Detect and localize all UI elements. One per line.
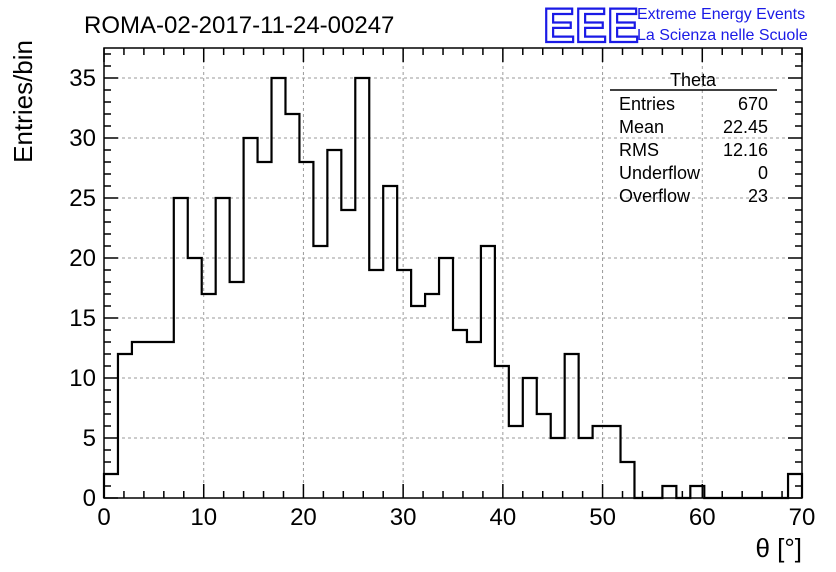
stats-label-overflow: Overflow	[619, 186, 691, 206]
histogram-bin	[146, 342, 160, 498]
histogram-bin	[439, 258, 453, 498]
x-tick-label: 50	[589, 504, 616, 531]
logo-line-1: Extreme Energy Events	[637, 6, 805, 23]
histogram-bin	[216, 198, 230, 498]
histogram-bin	[425, 294, 439, 498]
histogram-bin	[523, 378, 537, 498]
x-tick-label: 20	[290, 504, 317, 531]
histogram-bin	[285, 114, 299, 498]
histogram-bin	[160, 342, 174, 498]
histogram-bin	[607, 426, 621, 498]
stats-label-entries: Entries	[619, 94, 675, 114]
histogram-bin	[397, 270, 411, 498]
histogram-bin	[551, 438, 565, 498]
histogram-outline	[102, 76, 804, 500]
stats-label-underflow: Underflow	[619, 163, 701, 183]
x-tick-label: 70	[789, 504, 816, 531]
y-tick-label: 35	[69, 65, 96, 92]
histogram-bin	[341, 210, 355, 498]
histogram-bin	[467, 342, 481, 498]
y-axis-title: Entries/bin	[8, 40, 38, 163]
stats-value-overflow: 23	[748, 186, 768, 206]
eee-logo: EEE Extreme Energy Events La Scienza nel…	[542, 0, 808, 54]
histogram-bin	[118, 354, 132, 498]
histogram-bin	[509, 426, 523, 498]
chart-title: ROMA-02-2017-11-24-00247	[84, 12, 394, 39]
stats-title: Theta	[670, 70, 717, 90]
logo-big-text: EEE	[543, 0, 639, 53]
y-tick-label: 20	[69, 245, 96, 272]
histogram-bin	[662, 486, 676, 498]
histogram-bin	[565, 354, 579, 498]
histogram-bin	[481, 246, 495, 498]
x-axis-title: θ [°]	[755, 533, 802, 563]
y-tick-label: 15	[69, 305, 96, 332]
x-tick-label: 30	[390, 504, 417, 531]
histogram-bin	[579, 438, 593, 498]
x-tick-label: 60	[689, 504, 716, 531]
x-tick-label: 0	[97, 504, 110, 531]
histogram-bin	[202, 294, 216, 498]
axes	[103, 47, 803, 499]
histogram-bin	[132, 342, 146, 498]
histogram-bin	[369, 270, 383, 498]
histogram-bin	[313, 246, 327, 498]
histogram-bin	[383, 186, 397, 498]
histogram-bin	[272, 78, 286, 498]
histogram-bin	[495, 366, 509, 498]
y-tick-label: 30	[69, 125, 96, 152]
x-tick-labels: 0 10 20 30 40 50 60 70	[97, 504, 815, 531]
stats-value-rms: 12.16	[723, 140, 768, 160]
histogram-bin	[453, 330, 467, 498]
stats-box: Theta Entries 670 Mean 22.45 RMS 12.16 U…	[610, 70, 777, 206]
histogram-bin	[355, 78, 369, 498]
histogram-bins	[102, 76, 804, 500]
y-tick-label: 0	[83, 485, 96, 512]
y-tick-label: 5	[83, 425, 96, 452]
y-tick-labels: 0 5 10 15 20 25 30 35	[69, 65, 96, 512]
histogram-bin	[230, 282, 244, 498]
histogram-bin	[411, 306, 425, 498]
histogram-bin	[174, 198, 188, 498]
stats-label-mean: Mean	[619, 117, 664, 137]
histogram-bin	[299, 162, 313, 498]
histogram-bin	[188, 258, 202, 498]
histogram-bin	[244, 138, 258, 498]
stats-value-entries: 670	[738, 94, 768, 114]
stats-value-underflow: 0	[758, 163, 768, 183]
y-tick-label: 25	[69, 185, 96, 212]
stats-label-rms: RMS	[619, 140, 659, 160]
histogram-bin	[593, 426, 607, 498]
y-tick-label: 10	[69, 365, 96, 392]
plot-frame	[103, 47, 803, 499]
stats-value-mean: 22.45	[723, 117, 768, 137]
x-tick-label: 40	[490, 504, 517, 531]
histogram-bin	[327, 150, 341, 498]
histogram-bin	[258, 162, 272, 498]
histogram-bin	[537, 414, 551, 498]
x-tick-label: 10	[190, 504, 217, 531]
logo-line-2: La Scienza nelle Scuole	[637, 27, 808, 44]
